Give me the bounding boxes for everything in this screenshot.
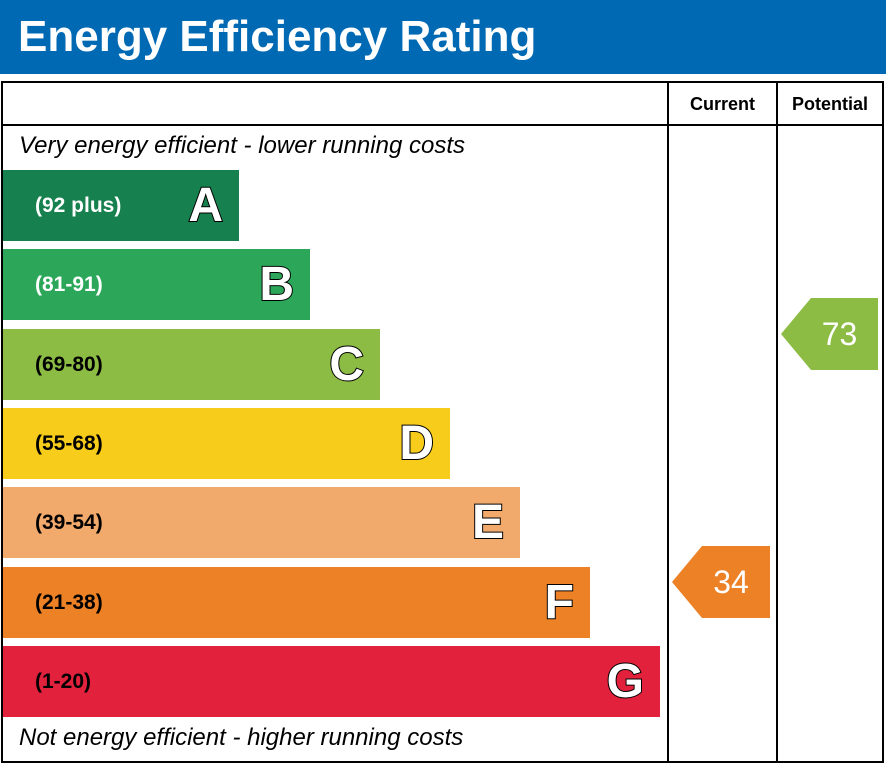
column-divider-current <box>667 81 669 763</box>
chart-frame <box>1 81 884 763</box>
current-column-header: Current <box>689 94 755 114</box>
band-range-label: (39-54) <box>35 511 103 534</box>
band-letter: F <box>544 575 575 630</box>
band-b: (81-91) B <box>3 249 310 320</box>
band-a: (92 plus) A <box>3 170 239 241</box>
top-caption: Very energy efficient - lower running co… <box>19 132 465 159</box>
band-letter: C <box>328 337 365 392</box>
band-d: (55-68) D <box>3 408 450 479</box>
current-rating-arrow: 34 <box>672 546 770 618</box>
band-letter: G <box>606 654 645 709</box>
band-letter: D <box>398 416 435 471</box>
band-letter: A <box>187 178 224 233</box>
band-letter: E <box>471 495 505 550</box>
band-range-label: (1-20) <box>35 670 92 693</box>
band-e: (39-54) E <box>3 487 520 558</box>
band-range-label: (92 plus) <box>35 194 122 217</box>
chart-title: Energy Efficiency Rating <box>0 0 886 74</box>
current-rating-value: 34 <box>713 564 749 600</box>
bottom-caption: Not energy efficient - higher running co… <box>19 724 464 751</box>
band-range-label: (69-80) <box>35 353 103 376</box>
band-f: (21-38) F <box>3 567 590 638</box>
band-range-label: (55-68) <box>35 432 103 455</box>
band-letter: B <box>258 257 295 312</box>
header-divider <box>1 124 884 126</box>
band-g: (1-20) G <box>3 646 660 717</box>
band-range-label: (21-38) <box>35 591 103 614</box>
band-range-label: (81-91) <box>35 273 103 296</box>
band-c: (69-80) C <box>3 329 380 400</box>
column-divider-potential <box>776 81 778 763</box>
potential-rating-value: 73 <box>821 316 858 352</box>
potential-column-header: Potential <box>791 94 868 114</box>
